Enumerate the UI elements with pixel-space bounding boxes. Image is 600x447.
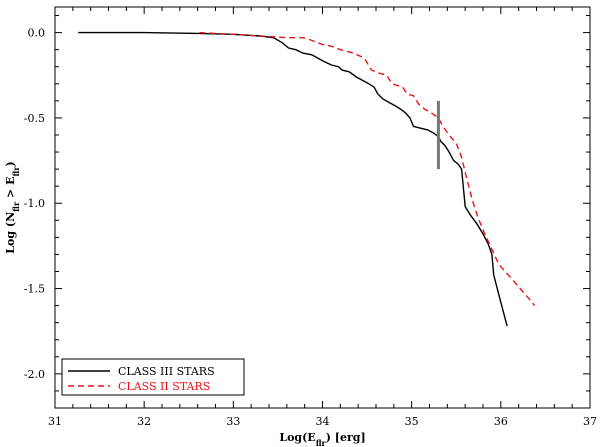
x-tick-label: 35	[405, 415, 419, 428]
x-axis-title: Log(Eflr) [erg]	[279, 431, 365, 447]
x-tick-label: 32	[137, 415, 151, 428]
plot-frame	[54, 6, 591, 409]
legend-box	[61, 358, 245, 396]
x-tick-label: 31	[48, 415, 62, 428]
y-tick-label: -0.5	[24, 112, 45, 125]
y-tick-label: -1.5	[24, 283, 45, 296]
x-tick-label: 34	[316, 415, 330, 428]
x-tick-label: 33	[226, 415, 240, 428]
y-axis-title: Log (Nflr > Eflr)	[4, 161, 21, 253]
legend-label-class-iii: CLASS III STARS	[118, 365, 215, 378]
x-tick-label: 36	[494, 415, 508, 428]
legend-label-class-ii: CLASS II STARS	[118, 380, 210, 393]
series-line-class-iii	[78, 31, 508, 327]
y-tick-label: -2.0	[24, 368, 45, 381]
y-tick-label: 0.0	[28, 27, 46, 40]
series-line-class-ii	[199, 31, 536, 307]
y-tick-label: -1.0	[24, 197, 45, 210]
x-tick-label: 37	[583, 415, 597, 428]
